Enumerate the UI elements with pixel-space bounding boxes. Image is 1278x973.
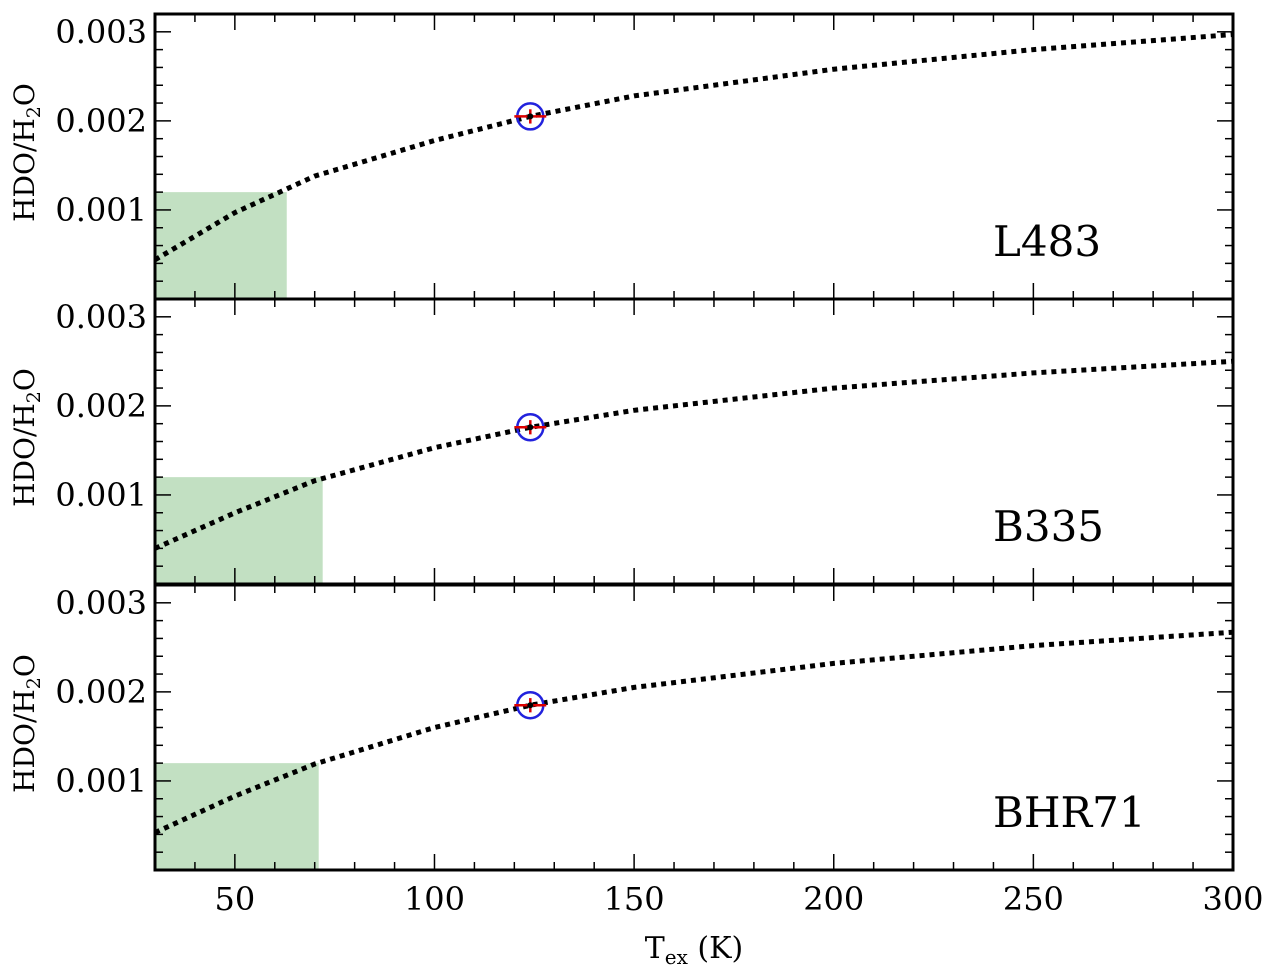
y-tick-label: 0.001 (55, 476, 147, 514)
y-axis-label-subscript: 2 (23, 106, 45, 118)
panel-label: B335 (993, 502, 1104, 551)
y-axis-label: HDO/H2O (8, 368, 45, 507)
x-tick-label: 200 (803, 880, 864, 918)
y-tick-label: 0.002 (55, 102, 147, 140)
y-axis-label-part: O (8, 368, 41, 391)
x-axis-label-subscript: ex (665, 945, 689, 968)
shaded-region (155, 192, 287, 299)
y-tick-label: 0.003 (55, 298, 147, 336)
panel-bhr71: 0.001 0.002 0.003 BHR71 HDO/H2O (8, 583, 1235, 872)
y-axis-label: HDO/H2O (8, 83, 45, 222)
y-tick-label: 0.003 (55, 584, 147, 622)
panel-label: L483 (993, 217, 1101, 266)
panel-frame (153, 583, 1235, 872)
y-axis-label-subscript: 2 (23, 391, 45, 403)
y-tick-label: 0.002 (55, 387, 147, 425)
x-tick-label: 300 (1202, 880, 1263, 918)
y-axis-label-part: O (8, 83, 41, 106)
panel-label: BHR71 (993, 788, 1146, 837)
shaded-region (155, 763, 319, 870)
y-tick-label: 0.003 (55, 13, 147, 51)
y-tick-label: 0.001 (55, 762, 147, 800)
y-tick-label: 0.002 (55, 673, 147, 711)
data-point (527, 113, 534, 120)
y-axis-label: HDO/H2O (8, 654, 45, 793)
x-tick-label: 50 (214, 880, 255, 918)
x-tick-label: 250 (1003, 880, 1064, 918)
y-axis-label-part: HDO/H (8, 403, 41, 507)
x-axis-label-unit: (K) (688, 931, 743, 966)
y-axis-label-part: O (8, 654, 41, 677)
x-axis-label: Tex (K) (645, 931, 744, 968)
y-axis-label-part: HDO/H (8, 118, 41, 222)
panel-l483: 0.001 0.002 0.003 L483 HDO/H2O (8, 12, 1235, 301)
x-axis-label-main: T (645, 931, 665, 966)
data-point (527, 702, 534, 709)
x-tick-label: 100 (404, 880, 465, 918)
panel-b335: 0.001 0.002 0.003 B335 HDO/H2O (8, 297, 1235, 586)
y-axis-label-subscript: 2 (23, 677, 45, 689)
y-axis-label-part: HDO/H (8, 689, 41, 793)
data-point (527, 424, 534, 431)
x-tick-label: 150 (604, 880, 665, 918)
y-tick-label: 0.001 (55, 191, 147, 229)
shaded-region (155, 477, 323, 584)
